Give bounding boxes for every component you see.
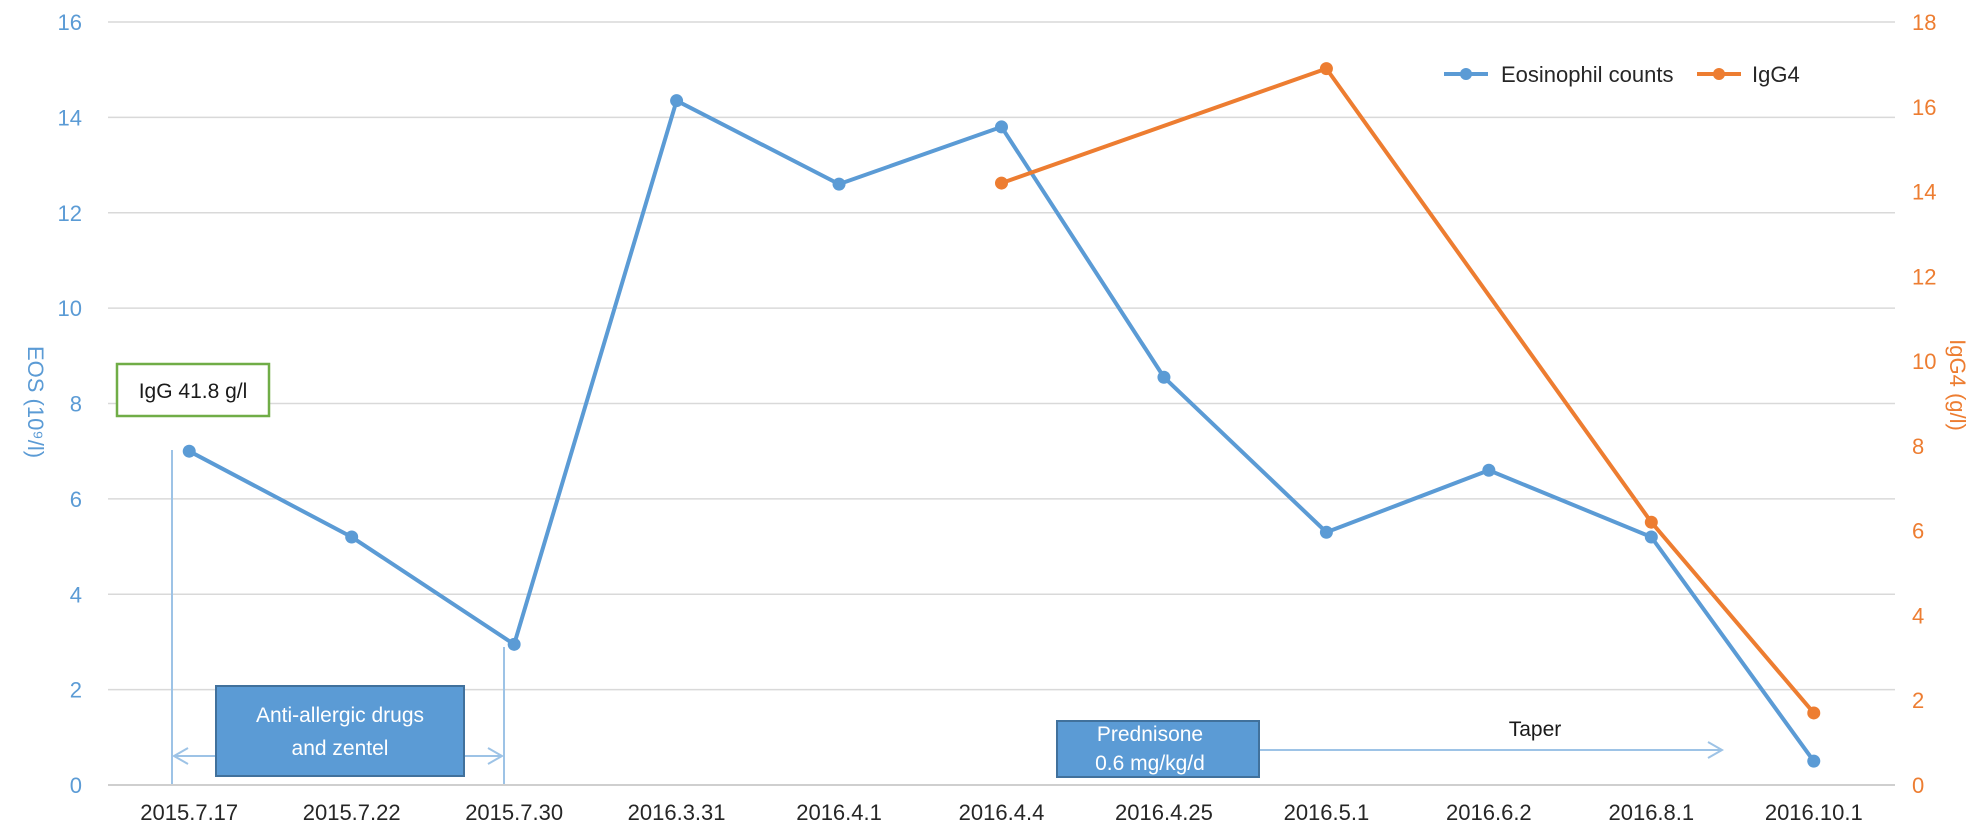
prednisone-text-line2: 0.6 mg/kg/d [1095,752,1205,775]
right-tick-label: 2 [1912,688,1924,713]
left-tick-label: 16 [58,10,82,35]
data-point-igg4 [1644,515,1658,529]
antiallergic-text-line1: Anti-allergic drugs [256,704,424,727]
left-tick-label: 10 [58,296,82,321]
x-tick-label: 2016.3.31 [628,800,726,825]
x-tick-label: 2016.4.25 [1115,800,1213,825]
igg-annotation-box [115,362,271,418]
right-tick-label: 8 [1912,434,1924,459]
antiallergic-text-line2: and zentel [292,737,389,760]
taper-arrowhead [1707,741,1725,759]
data-point-eos [345,530,359,544]
data-point-eos [832,177,846,191]
left-tick-label: 12 [58,201,82,226]
left-axis-ticks: 0 2 4 6 8 10 12 14 16 [58,10,82,798]
antiallergic-arrowhead-left [171,747,189,765]
prednisone-box [1056,720,1260,778]
data-point-eos [1807,754,1821,768]
right-tick-label: 12 [1912,264,1936,289]
x-axis-ticks: 2015.7.17 2015.7.22 2015.7.30 2016.3.31 2016… [140,800,1862,825]
x-tick-label: 2016.4.1 [796,800,882,825]
legend-item-igg4: IgG4 [1697,62,1800,87]
x-tick-label: 2016.8.1 [1608,800,1694,825]
legend-marker-igg4 [1713,68,1725,80]
data-point-eos [507,637,521,651]
series-points [182,62,1821,768]
left-tick-label: 8 [70,392,82,417]
right-tick-label: 16 [1912,95,1936,120]
data-point-eos [995,120,1008,134]
left-tick-label: 0 [70,773,82,798]
series-line-eos [188,98,1816,763]
x-tick-label: 2015.7.22 [303,800,401,825]
x-tick-label: 2016.6.2 [1446,800,1532,825]
taper-label: Taper [1509,718,1562,741]
data-point-eos [670,94,684,108]
right-tick-label: 6 [1912,519,1924,544]
igg-annotation: IgG 41.8 g/l [115,362,271,418]
right-tick-label: 18 [1912,10,1936,35]
x-tick-label: 2016.4.4 [959,800,1045,825]
x-tick-label: 2015.7.17 [140,800,238,825]
legend-label-eos: Eosinophil counts [1501,62,1673,87]
data-point-eos [182,444,196,458]
antiallergic-arrowhead-right [487,747,505,765]
right-tick-label: 10 [1912,349,1936,374]
data-point-igg4 [1319,62,1333,76]
prednisone-text-line1: Prednisone [1097,723,1203,746]
data-point-igg4 [1807,706,1821,720]
x-tick-label: 2016.5.1 [1284,800,1370,825]
left-tick-label: 14 [58,105,82,130]
antiallergic-box [215,685,465,777]
right-tick-label: 14 [1912,180,1936,205]
left-tick-label: 2 [70,678,82,703]
data-point-eos [1644,530,1658,544]
legend-item-eos: Eosinophil counts [1444,62,1673,87]
left-tick-label: 4 [70,582,82,607]
series-line-igg4 [1000,66,1816,715]
data-point-igg4 [995,176,1008,190]
x-tick-label: 2015.7.30 [465,800,563,825]
gridlines [108,21,1895,786]
data-point-eos [1319,525,1333,539]
igg-annotation-text: IgG 41.8 g/l [139,380,248,403]
prednisone-annotation: Prednisone 0.6 mg/kg/d [1056,720,1260,778]
right-axis-ticks: 0 2 4 6 8 10 12 14 16 18 [1912,10,1936,798]
data-point-eos [1482,463,1496,477]
left-axis-title: EOS (10⁹/l) [23,346,48,458]
data-point-eos [1157,370,1171,384]
antiallergic-annotation: Anti-allergic drugs and zentel [215,685,465,777]
x-tick-label: 2016.10.1 [1765,800,1863,825]
legend: Eosinophil counts IgG4 [1444,62,1800,87]
legend-label-igg4: IgG4 [1752,62,1800,87]
right-axis-title: IgG4 (g/l) [1945,339,1970,431]
legend-marker-eos [1460,68,1472,80]
right-tick-label: 0 [1912,773,1924,798]
series-lines [188,66,1816,763]
left-tick-label: 6 [70,487,82,512]
right-tick-label: 4 [1912,603,1924,628]
